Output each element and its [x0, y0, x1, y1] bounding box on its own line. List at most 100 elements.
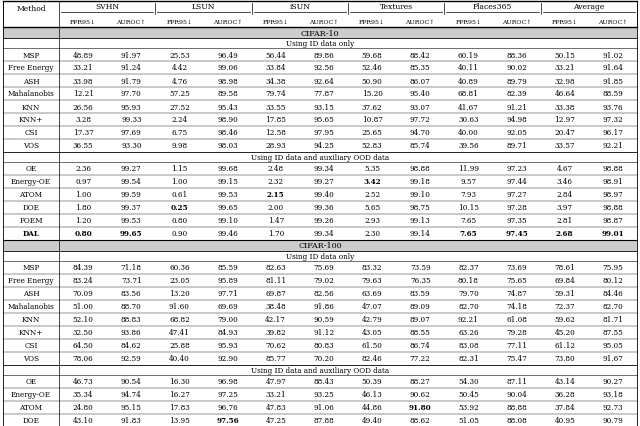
Text: DOE: DOE: [22, 417, 40, 424]
Text: 36.55: 36.55: [73, 142, 93, 150]
Text: 82.39: 82.39: [506, 90, 527, 98]
Text: 2.48: 2.48: [268, 165, 284, 173]
Text: ATOM: ATOM: [19, 191, 43, 199]
Text: KNN: KNN: [22, 316, 40, 324]
Text: 6.75: 6.75: [172, 129, 188, 137]
Text: 54.30: 54.30: [458, 377, 479, 386]
Text: 33.21: 33.21: [266, 391, 286, 399]
Text: 99.27: 99.27: [314, 178, 334, 186]
Text: 50.90: 50.90: [362, 77, 383, 85]
Text: 63.69: 63.69: [362, 290, 382, 298]
Text: 92.64: 92.64: [314, 77, 334, 85]
Text: 86.07: 86.07: [410, 77, 431, 85]
Text: 90.54: 90.54: [121, 377, 141, 386]
Text: 82.70: 82.70: [602, 303, 623, 311]
Text: 97.23: 97.23: [506, 165, 527, 173]
Text: Method: Method: [16, 5, 46, 13]
Text: 5.65: 5.65: [364, 204, 380, 212]
Text: 34.38: 34.38: [266, 77, 286, 85]
Text: 11.99: 11.99: [458, 165, 479, 173]
Text: 42.17: 42.17: [266, 316, 286, 324]
Text: 69.87: 69.87: [266, 290, 286, 298]
Text: 10.15: 10.15: [458, 204, 479, 212]
Text: AUROC↑: AUROC↑: [213, 20, 243, 24]
Text: 52.46: 52.46: [362, 64, 383, 72]
Text: 89.07: 89.07: [410, 316, 431, 324]
Text: 84.93: 84.93: [217, 329, 238, 337]
Text: 90.02: 90.02: [506, 64, 527, 72]
Text: 92.73: 92.73: [603, 403, 623, 412]
Text: 51.05: 51.05: [458, 417, 479, 424]
Text: 1.80: 1.80: [75, 204, 92, 212]
Text: 89.58: 89.58: [217, 90, 238, 98]
Text: 90.79: 90.79: [602, 417, 623, 424]
Text: AUROC↑: AUROC↑: [406, 20, 435, 24]
Text: Using ID data and auxiliary OOD data: Using ID data and auxiliary OOD data: [251, 366, 389, 374]
Text: 12.58: 12.58: [266, 129, 286, 137]
Text: Free Energy: Free Energy: [8, 64, 54, 72]
Text: 40.11: 40.11: [458, 64, 479, 72]
Text: 61.50: 61.50: [362, 342, 383, 350]
Text: 3.28: 3.28: [75, 116, 91, 124]
Text: KNN: KNN: [22, 103, 40, 111]
Text: 93.86: 93.86: [121, 329, 141, 337]
Text: 33.55: 33.55: [266, 103, 286, 111]
Text: 90.62: 90.62: [410, 391, 431, 399]
Text: 30.63: 30.63: [458, 116, 479, 124]
Text: 13.20: 13.20: [169, 290, 190, 298]
Text: 82.46: 82.46: [362, 355, 383, 363]
Text: 59.62: 59.62: [554, 316, 575, 324]
Text: 80.12: 80.12: [602, 277, 623, 285]
Text: 92.56: 92.56: [314, 64, 334, 72]
Text: 91.12: 91.12: [314, 329, 335, 337]
Text: 83.24: 83.24: [73, 277, 93, 285]
Text: FPR95↓: FPR95↓: [455, 20, 481, 24]
Text: ASH: ASH: [22, 290, 40, 298]
Text: 43.10: 43.10: [73, 417, 93, 424]
Text: 84.62: 84.62: [121, 342, 141, 350]
Text: 78.61: 78.61: [554, 264, 575, 272]
Text: ASH: ASH: [22, 77, 40, 85]
Text: 91.83: 91.83: [121, 417, 141, 424]
Text: 88.88: 88.88: [506, 403, 527, 412]
Text: 87.55: 87.55: [602, 329, 623, 337]
Text: 39.82: 39.82: [266, 329, 286, 337]
Text: 95.40: 95.40: [410, 90, 431, 98]
Text: 79.74: 79.74: [266, 90, 286, 98]
Text: 51.00: 51.00: [73, 303, 93, 311]
Text: 16.27: 16.27: [169, 391, 190, 399]
Text: 74.18: 74.18: [506, 303, 527, 311]
Text: 16.30: 16.30: [169, 377, 190, 386]
Text: 98.90: 98.90: [217, 116, 238, 124]
Text: 97.27: 97.27: [506, 191, 527, 199]
Text: 98.03: 98.03: [217, 142, 238, 150]
Text: 99.33: 99.33: [121, 116, 141, 124]
Text: 1.15: 1.15: [172, 165, 188, 173]
Text: 91.06: 91.06: [314, 403, 334, 412]
Text: 77.87: 77.87: [314, 90, 334, 98]
Text: FPR95↓: FPR95↓: [70, 20, 96, 24]
Text: 71.18: 71.18: [121, 264, 141, 272]
Text: 0.80: 0.80: [74, 230, 92, 238]
Text: 45.20: 45.20: [554, 329, 575, 337]
Text: 9.98: 9.98: [172, 142, 188, 150]
Text: 46.64: 46.64: [554, 90, 575, 98]
Text: 2.32: 2.32: [268, 178, 284, 186]
Text: ATOM: ATOM: [19, 403, 43, 412]
Text: 28.93: 28.93: [266, 142, 286, 150]
Text: 39.56: 39.56: [458, 142, 479, 150]
Text: 53.92: 53.92: [458, 403, 479, 412]
Text: 73.71: 73.71: [121, 277, 141, 285]
Text: Mahalanobis: Mahalanobis: [8, 90, 54, 98]
Text: 40.89: 40.89: [458, 77, 479, 85]
Text: 88.27: 88.27: [410, 377, 431, 386]
Text: 91.79: 91.79: [121, 77, 141, 85]
Text: FPR95↓: FPR95↓: [262, 20, 289, 24]
Text: 89.09: 89.09: [410, 303, 431, 311]
Text: 2.00: 2.00: [268, 204, 284, 212]
Text: 49.40: 49.40: [362, 417, 383, 424]
Text: 25.88: 25.88: [169, 342, 190, 350]
Text: 38.48: 38.48: [266, 303, 286, 311]
Text: 97.72: 97.72: [410, 116, 431, 124]
Text: 99.53: 99.53: [121, 217, 141, 225]
